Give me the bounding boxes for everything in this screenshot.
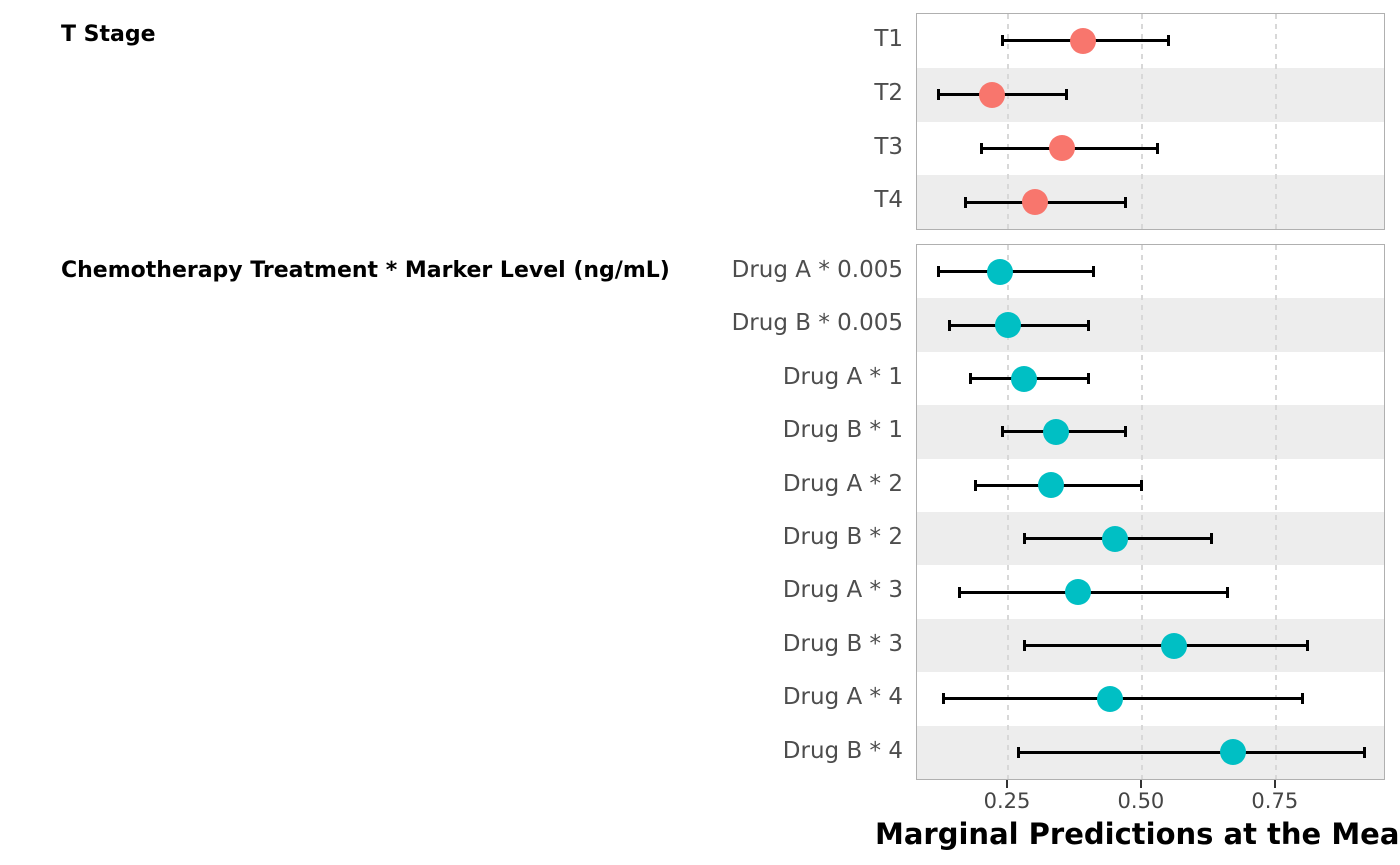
ci-end-cap [1156, 142, 1160, 154]
ci-end-cap [1017, 746, 1021, 758]
ci-end-cap [958, 586, 962, 598]
row-label: Drug B * 4 [782, 737, 903, 764]
ci-end-cap [1001, 35, 1005, 47]
gridline [1140, 14, 1143, 229]
gridline [1007, 245, 1010, 779]
panel-chemo-marker [916, 244, 1385, 780]
estimate-point [1102, 525, 1129, 552]
estimate-point [1219, 739, 1246, 766]
panel-t-stage [916, 13, 1385, 230]
ci-end-cap [942, 693, 946, 705]
ci-end-cap [1306, 640, 1310, 651]
ci-end-cap [979, 142, 983, 154]
x-axis-tick [1139, 780, 1142, 788]
row-label: Drug A * 2 [782, 470, 903, 497]
x-axis-tick [1273, 780, 1276, 788]
ci-end-cap [1022, 533, 1026, 545]
estimate-point [987, 258, 1013, 285]
row-label: Drug B * 0.005 [731, 310, 903, 337]
estimate-point [995, 312, 1022, 339]
ci-end-cap [947, 319, 951, 331]
ci-end-cap [1086, 373, 1090, 384]
estimate-point [1043, 418, 1070, 445]
x-tick-label: 0.50 [1117, 789, 1165, 813]
ci-error-bar [1018, 750, 1365, 754]
row-band [917, 405, 1384, 459]
ci-end-cap [963, 196, 967, 208]
ci-end-cap [1226, 586, 1230, 598]
ci-end-cap [936, 89, 940, 101]
ci-end-cap [1362, 746, 1366, 758]
ci-end-cap [969, 373, 973, 384]
estimate-point [1096, 685, 1123, 712]
ci-end-cap [1092, 266, 1096, 278]
row-label: T4 [874, 187, 903, 214]
gridline [1007, 14, 1010, 229]
ci-error-bar [938, 270, 1094, 274]
row-label: T3 [874, 133, 903, 160]
estimate-point [1048, 135, 1075, 162]
row-label: Drug B * 2 [782, 524, 903, 550]
estimate-point [1161, 632, 1188, 659]
gridline [1274, 14, 1277, 229]
ci-end-cap [936, 266, 940, 278]
ci-end-cap [1140, 479, 1144, 491]
ci-error-bar [959, 590, 1228, 594]
estimate-point [1070, 27, 1097, 54]
row-label: T1 [874, 26, 903, 52]
x-tick-label: 0.25 [983, 789, 1031, 813]
row-label: Drug A * 1 [782, 363, 903, 390]
ci-end-cap [1086, 319, 1090, 331]
ci-error-bar [943, 697, 1303, 701]
ci-end-cap [974, 479, 978, 491]
x-axis-title: Marginal Predictions at the Mea [875, 817, 1400, 851]
facet-title-chemo-marker: Chemotherapy Treatment * Marker Level (n… [61, 258, 670, 283]
ci-end-cap [1001, 426, 1005, 438]
estimate-point [978, 81, 1005, 108]
estimate-point [1037, 472, 1064, 499]
row-label: T2 [874, 79, 903, 106]
row-label: Drug A * 0.005 [731, 257, 903, 283]
estimate-point [1011, 365, 1038, 392]
ci-end-cap [1210, 533, 1214, 545]
row-label: Drug A * 3 [782, 577, 903, 604]
ci-end-cap [1167, 35, 1171, 47]
ci-end-cap [1301, 693, 1305, 705]
row-label: Drug B * 1 [782, 417, 903, 444]
gridline [1140, 245, 1143, 779]
row-label: Drug B * 3 [782, 630, 903, 657]
ci-end-cap [1124, 426, 1128, 438]
ci-end-cap [1124, 196, 1128, 208]
estimate-point [1064, 579, 1091, 606]
gridline [1274, 245, 1277, 779]
row-label: Drug A * 4 [782, 684, 903, 711]
x-axis-tick [1006, 780, 1009, 788]
facet-title-t-stage: T Stage [61, 22, 156, 47]
x-tick-label: 0.75 [1251, 789, 1299, 813]
ci-end-cap [1065, 89, 1069, 101]
estimate-point [1021, 189, 1048, 216]
ci-end-cap [1022, 640, 1026, 651]
